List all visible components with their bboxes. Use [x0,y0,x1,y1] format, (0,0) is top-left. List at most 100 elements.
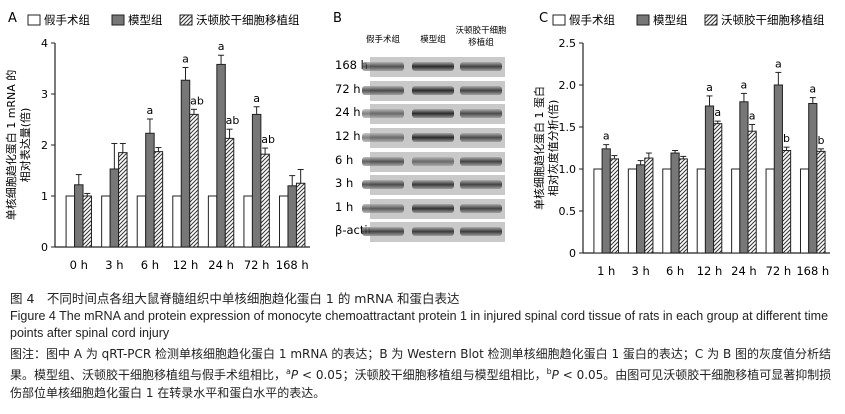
panel-c-bar [601,148,611,254]
panel-a-bar [216,63,226,248]
panel-a-significance-label: ab [261,133,275,146]
blot-band [412,109,454,118]
panel-c-bar [696,168,706,254]
blot-band [412,86,454,95]
panel-c-ylabel-line2: 相对灰度值分析(倍) [546,100,560,197]
blot-row-label: 6 h [335,153,353,167]
blot-band [362,204,404,213]
panel-c-significance-label: b [783,132,790,145]
panel-a-bar [145,132,155,248]
blot-band [362,133,404,142]
panel-a: A 假手术组 模型组 沃顿胶干细胞移植组 0 1 2 3 4 单核细胞趋化蛋白 1 mRNA … [4,11,310,272]
panel-c-bar [713,123,723,254]
panel-a-ytick-label: 3 [41,88,48,101]
figure-caption-title-cn: 图 4 不同时间点各组大鼠脊髓组织中单核细胞趋化蛋白 1 的 mRNA 和蛋白表… [10,291,460,306]
panel-c-significance-label: a [749,109,756,122]
panel-a-bar [74,184,84,248]
panel-c-bar [739,101,749,254]
caption-note-part2: < 0.05。由图可见沃顿胶干细胞移植可显著抑制损伤部位单核细胞趋化蛋白 1 在… [10,368,832,400]
panel-a-bar [109,168,120,248]
panel-a-bar [251,113,262,248]
blot-band [460,86,502,95]
panel-c-xtick-label: 24 h [731,264,757,278]
blot-band [362,109,404,118]
p-letter-2: P [551,368,559,382]
panel-c-significance-label: a [809,83,816,96]
legend-label-transplant: 沃顿胶干细胞移植组 [721,13,825,27]
panel-a-ylabel-line1: 单核细胞趋化蛋白 1 mRNA 的 [4,70,18,221]
blot-band [460,227,502,236]
panel-c-significance-label: a [706,81,713,94]
panel-c-ytick-label: 2.0 [559,79,577,92]
blot-band [362,86,404,95]
panel-c-bar [704,105,715,254]
panel-c-xtick-label: 3 h [632,264,650,278]
panel-a-bar [279,195,289,248]
panel-a-letter: A [8,11,17,26]
blot-band [412,62,454,71]
figure-caption-title-en: Figure 4 The mRNA and protein expression… [10,309,829,340]
panel-b-letter: B [333,11,342,26]
panel-a-xtick-label: 6 h [141,258,159,272]
panel-a-bar [172,195,182,248]
panel-a-bar [295,182,306,248]
panel-c-bar [781,150,792,254]
panel-a-ytick-label: 0 [41,241,48,254]
blot-band [412,133,454,142]
panel-c-bar [670,152,680,254]
panel-c-significance-label: a [603,130,610,143]
panel-c-bar [593,168,603,254]
blot-row-label: 24 h [335,105,361,119]
legend-swatch-sham [552,14,566,26]
legend-swatch-sham [27,14,41,26]
panel-a-significance-label: ab [226,114,240,127]
blot-lane-label: 模型组 [420,34,446,45]
panel-c-letter: C [539,11,548,26]
panel-a-bar [189,113,199,248]
sup-a: a [286,367,291,376]
panel-a-xtick-label: 3 h [105,258,123,272]
panel-c-bar [747,130,757,254]
panel-a-significance-label: a [253,92,260,105]
legend-label-sham: 假手术组 [44,13,90,27]
panel-a-legend: 假手术组 模型组 沃顿胶干细胞移植组 [27,13,300,27]
panel-c-bar [627,168,638,254]
panel-a-bar [153,151,164,248]
panel-c-legend: 假手术组 模型组 沃顿胶干细胞移植组 [552,13,825,27]
panel-a-bar [118,152,128,248]
sup-b: b [546,367,552,376]
blot-band [460,180,502,189]
blot-band [362,227,404,236]
legend-swatch-model [111,14,125,26]
panel-c-bar [731,168,741,254]
panel-c-bar [808,102,818,254]
panel-a-ytick-label: 1 [41,190,48,203]
panel-a-ytick-label: 2 [41,139,48,152]
panel-c-ytick-label: 1.5 [559,121,577,134]
panel-a-chart: 0 1 2 3 4 单核细胞趋化蛋白 1 mRNA 的相对表达量(倍) 0 h 3 h 6 h 1… [4,37,310,272]
legend-label-model: 模型组 [653,13,688,27]
panel-a-significance-label: a [147,104,154,117]
caption-note-part1: 图注：图中 A 为 qRT-PCR 检测单核细胞趋化蛋白 1 mRNA 的表达；… [10,347,831,382]
panel-c-bar [773,84,783,254]
panel-a-significance-label: a [182,52,189,65]
blot-row-label: 168 h [335,58,368,72]
panel-c-ytick-label: 0 [569,247,576,260]
legend-swatch-transplant [179,14,193,26]
p-letter-1: P [290,368,299,382]
panel-c-bar [609,158,620,254]
panel-c-ylabel-line1: 单核细胞趋化蛋白 1 蛋白 [532,86,546,210]
panel-a-bar [136,195,147,248]
panel-a-bar [224,137,235,248]
blot-lane-label: 假手术组 [366,34,401,45]
panel-c-bar [636,164,646,254]
panel-a-bar [65,195,76,248]
blot-band [362,157,404,166]
panel-a-bar [180,79,191,248]
panel-a-xtick-label: 24 h [208,258,234,272]
panel-c-significance-label: b [817,134,824,147]
panel-a-bar [260,153,270,248]
legend-swatch-model [636,14,650,26]
